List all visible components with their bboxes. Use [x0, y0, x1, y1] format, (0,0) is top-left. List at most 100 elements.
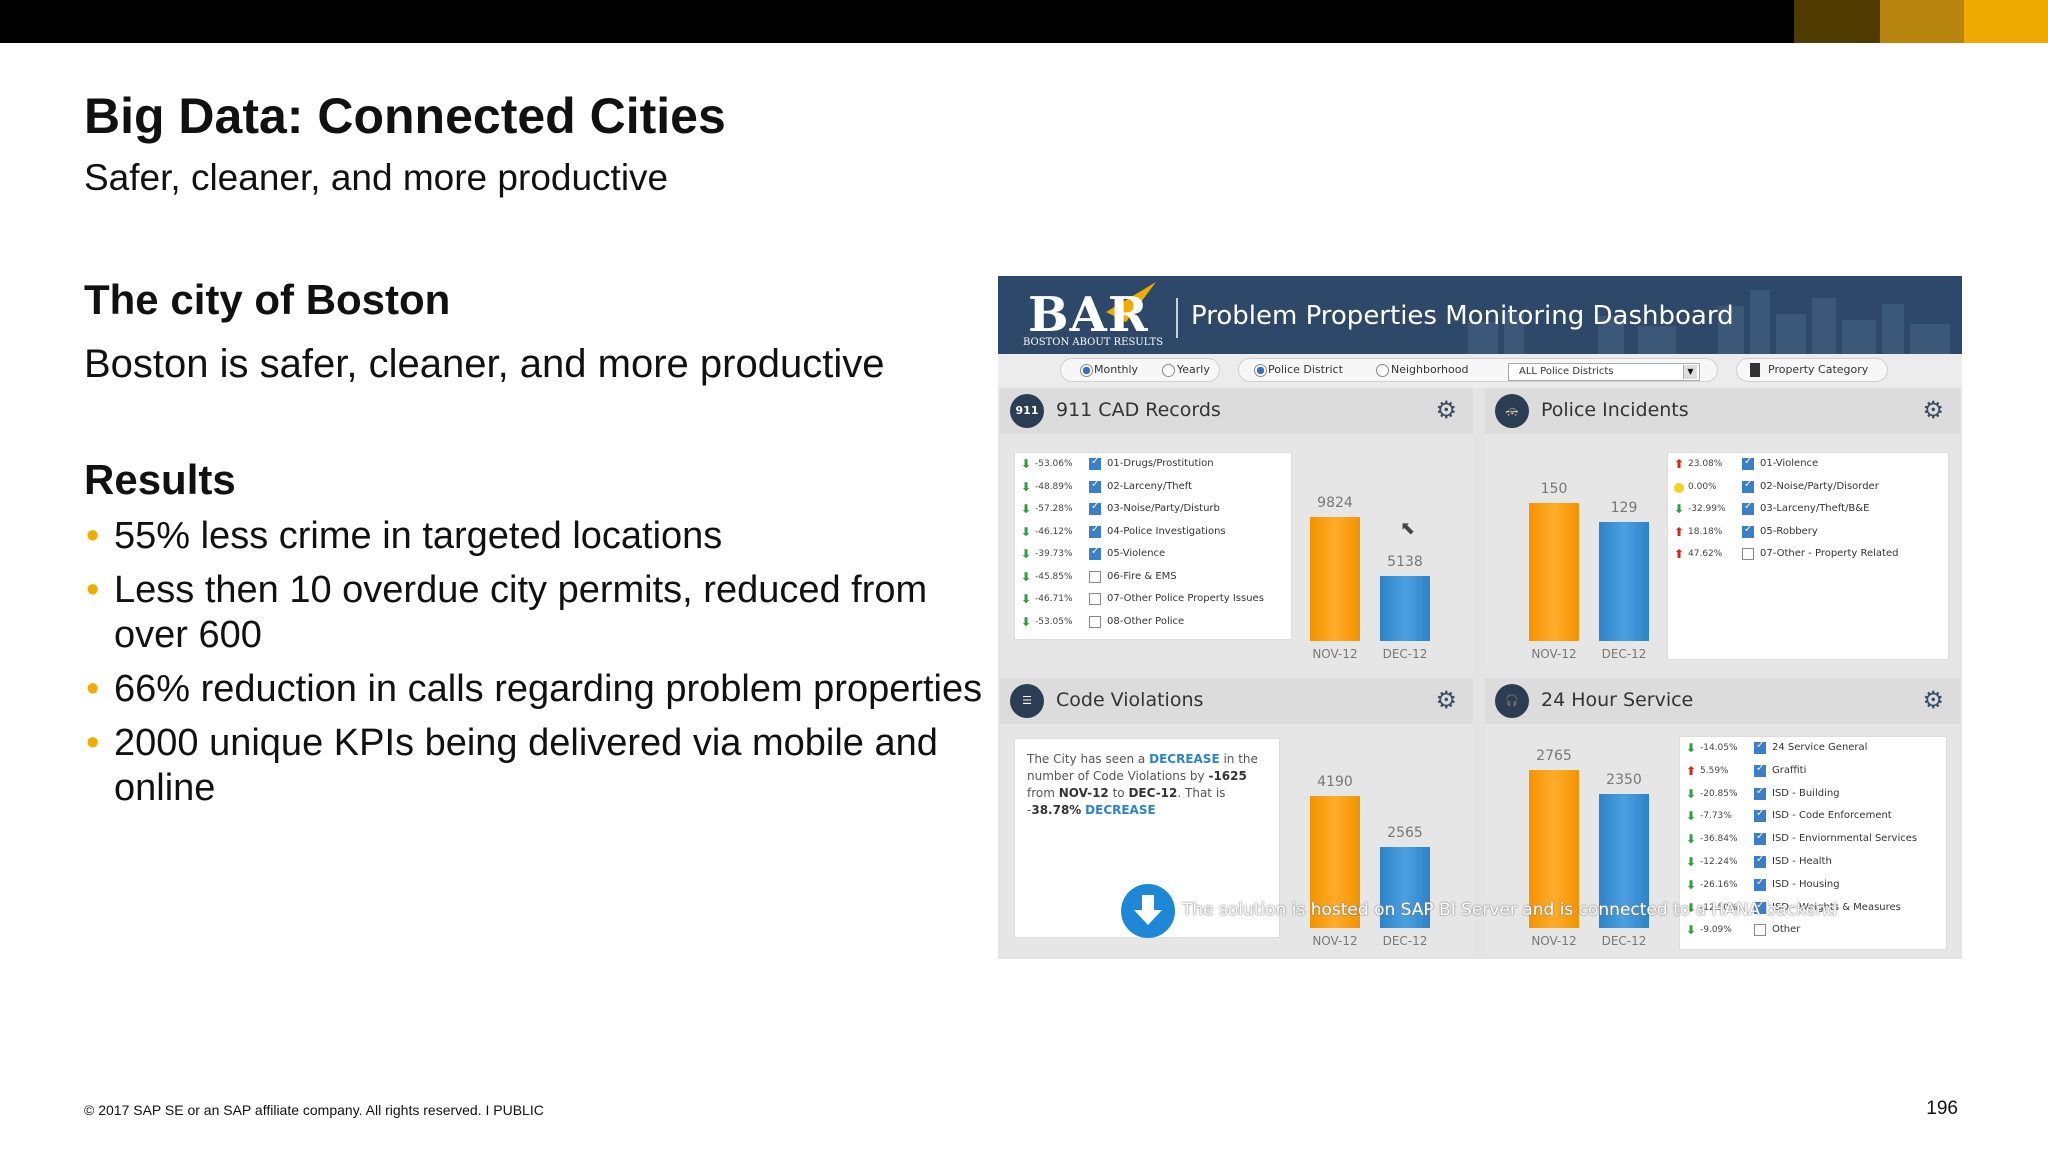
percent-change: -7.73% — [1700, 811, 1732, 822]
percent-change: -20.85% — [1700, 788, 1738, 799]
filter-bar: Monthly Yearly Police District Neighborh… — [998, 354, 1962, 388]
percent-change: -36.84% — [1700, 834, 1738, 845]
checkbox[interactable] — [1089, 615, 1101, 628]
bar-logo-subtitle: BOSTON ABOUT RESULTS — [1023, 337, 1164, 348]
panel-title: 24 Hour Service — [1541, 689, 1694, 711]
bullet-icon: • — [86, 569, 100, 611]
list-item: ⬇-32.99% 03-Larceny/Theft/B&E — [1668, 501, 1948, 518]
arrow-up-icon: ⬆ — [1674, 457, 1685, 471]
slide-subtitle: Safer, cleaner, and more productive — [84, 157, 669, 198]
list-item: ⬇-39.73% 05-Violence — [1015, 546, 1291, 563]
radio-yearly[interactable] — [1162, 364, 1175, 377]
checkbox[interactable] — [1089, 501, 1101, 515]
list-item: • Less then 10 overdue city permits, redu… — [86, 569, 928, 656]
arrow-down-icon: ⬇ — [1021, 614, 1032, 629]
radio-neighborhood[interactable] — [1376, 364, 1389, 377]
bullet-icon: • — [86, 668, 100, 710]
tick-label: NOV-12 — [1312, 934, 1358, 948]
category-label: 08-Other Police — [1107, 615, 1185, 627]
dashboard-screenshot: BAR BOSTON ABOUT RESULTS Problem Propert… — [998, 276, 1962, 959]
checkbox[interactable] — [1742, 501, 1754, 515]
checkbox[interactable] — [1754, 763, 1766, 777]
checkbox[interactable] — [1089, 570, 1101, 583]
radio-yearly-label: Yearly — [1177, 363, 1210, 376]
bullet-icon: • — [86, 515, 100, 557]
tick-label: DEC-12 — [1601, 934, 1647, 948]
police-category-list: ⬆23.08%01-Violence0.00%02-Noise/Party/Di… — [1667, 452, 1949, 660]
district-select[interactable]: ALL Police Districts ▼ — [1508, 363, 1700, 381]
decrease-arrow-icon — [1121, 884, 1175, 938]
list-item: • 2000 unique KPIs being delivered via mo… — [86, 722, 938, 809]
brand-swatch-light — [1964, 0, 2048, 43]
list-item: ⬆ 47.62% 07-Other - Property Related — [1668, 547, 1948, 563]
tick-label: DEC-12 — [1382, 647, 1428, 661]
percent-change: -14.05% — [1700, 743, 1738, 753]
percent-change: -9.09% — [1700, 925, 1732, 936]
radio-police-district-label: Police District — [1268, 363, 1343, 376]
arrow-down-icon: ⬇ — [1686, 923, 1697, 938]
code-violations-summary: The City has seen a DECREASE in the numb… — [1014, 738, 1280, 938]
list-item: ⬇-7.73% ISD - Code Enforcement — [1680, 808, 1946, 825]
checkbox[interactable] — [1754, 740, 1766, 754]
checkbox[interactable] — [1754, 854, 1766, 868]
panel-title: Police Incidents — [1541, 399, 1689, 421]
arrow-up-icon: ⬆ — [1674, 547, 1685, 561]
tick-label: DEC-12 — [1382, 934, 1428, 948]
category-label: 01-Drugs/Prostitution — [1107, 458, 1214, 469]
checkbox[interactable] — [1742, 548, 1754, 560]
arrow-up-icon: ⬆ — [1686, 763, 1697, 778]
checkbox[interactable] — [1089, 593, 1101, 605]
arrow-down-icon: ⬇ — [1686, 855, 1697, 869]
chevron-down-icon: ▼ — [1683, 365, 1697, 379]
data-label: 150 — [1540, 481, 1568, 497]
gear-icon[interactable]: ⚙ — [1435, 686, 1457, 714]
percent-change: -32.99% — [1688, 504, 1726, 514]
bar — [1599, 794, 1649, 928]
checkbox[interactable] — [1754, 808, 1766, 823]
gear-icon[interactable]: ⚙ — [1435, 396, 1457, 424]
results-list: • 55% less crime in targeted locations • L… — [84, 514, 1004, 820]
checkbox[interactable] — [1754, 831, 1766, 846]
category-label: 05-Violence — [1107, 548, 1166, 559]
checkbox[interactable] — [1742, 524, 1754, 538]
brand-swatch-dark — [1794, 0, 1880, 43]
list-item: ⬇-46.12% 04-Police Investigations — [1015, 524, 1291, 541]
percent-change: -12.50% — [1700, 902, 1738, 913]
data-label: 2350 — [1606, 772, 1642, 788]
list-item: ⬇-53.06% 01-Drugs/Prostitution — [1015, 456, 1291, 473]
checkbox[interactable] — [1754, 900, 1766, 914]
gear-icon[interactable]: ⚙ — [1922, 396, 1944, 424]
checkbox[interactable] — [1089, 546, 1101, 560]
video-caption: The solution is hosted on SAP BI Server … — [1182, 900, 1838, 920]
list-item: ⬇ -46.71% 07-Other Police Property Issues — [1015, 592, 1291, 608]
percent-change: 5.59% — [1700, 765, 1729, 776]
arrow-down-icon: ⬇ — [1021, 592, 1032, 606]
list-item: ⬇-48.89% 02-Larceny/Theft — [1015, 479, 1291, 496]
checkbox[interactable] — [1754, 877, 1766, 891]
category-label: Graffiti — [1772, 764, 1807, 776]
mouse-cursor-icon: ⬉ — [1400, 518, 1416, 539]
data-label: 4190 — [1317, 774, 1353, 790]
phone-911-icon: 911 — [1010, 394, 1044, 428]
checkbox[interactable] — [1089, 524, 1101, 538]
percent-change: -53.05% — [1035, 616, 1073, 627]
checkbox[interactable] — [1742, 456, 1754, 470]
panel-911-cad: 911 911 CAD Records ⚙ ⬇-53.06%01-Drugs/P… — [1000, 388, 1473, 670]
checkbox[interactable] — [1089, 479, 1101, 493]
bar — [1529, 503, 1579, 641]
arrow-down-icon: ⬇ — [1686, 877, 1697, 892]
checkbox[interactable] — [1742, 479, 1754, 493]
checkbox[interactable] — [1754, 924, 1766, 937]
top-bar — [0, 0, 2048, 43]
checkbox[interactable] — [1754, 786, 1766, 800]
section-heading-boston: The city of Boston — [84, 276, 451, 323]
percent-change: -26.16% — [1700, 879, 1738, 890]
checkbox[interactable] — [1089, 456, 1101, 470]
gear-icon[interactable]: ⚙ — [1922, 686, 1944, 714]
bar — [1529, 770, 1579, 928]
bar — [1310, 796, 1360, 928]
bar — [1380, 576, 1430, 641]
radio-monthly[interactable] — [1080, 364, 1093, 377]
radio-police-district[interactable] — [1254, 364, 1267, 377]
property-category-button[interactable] — [1736, 358, 1888, 382]
